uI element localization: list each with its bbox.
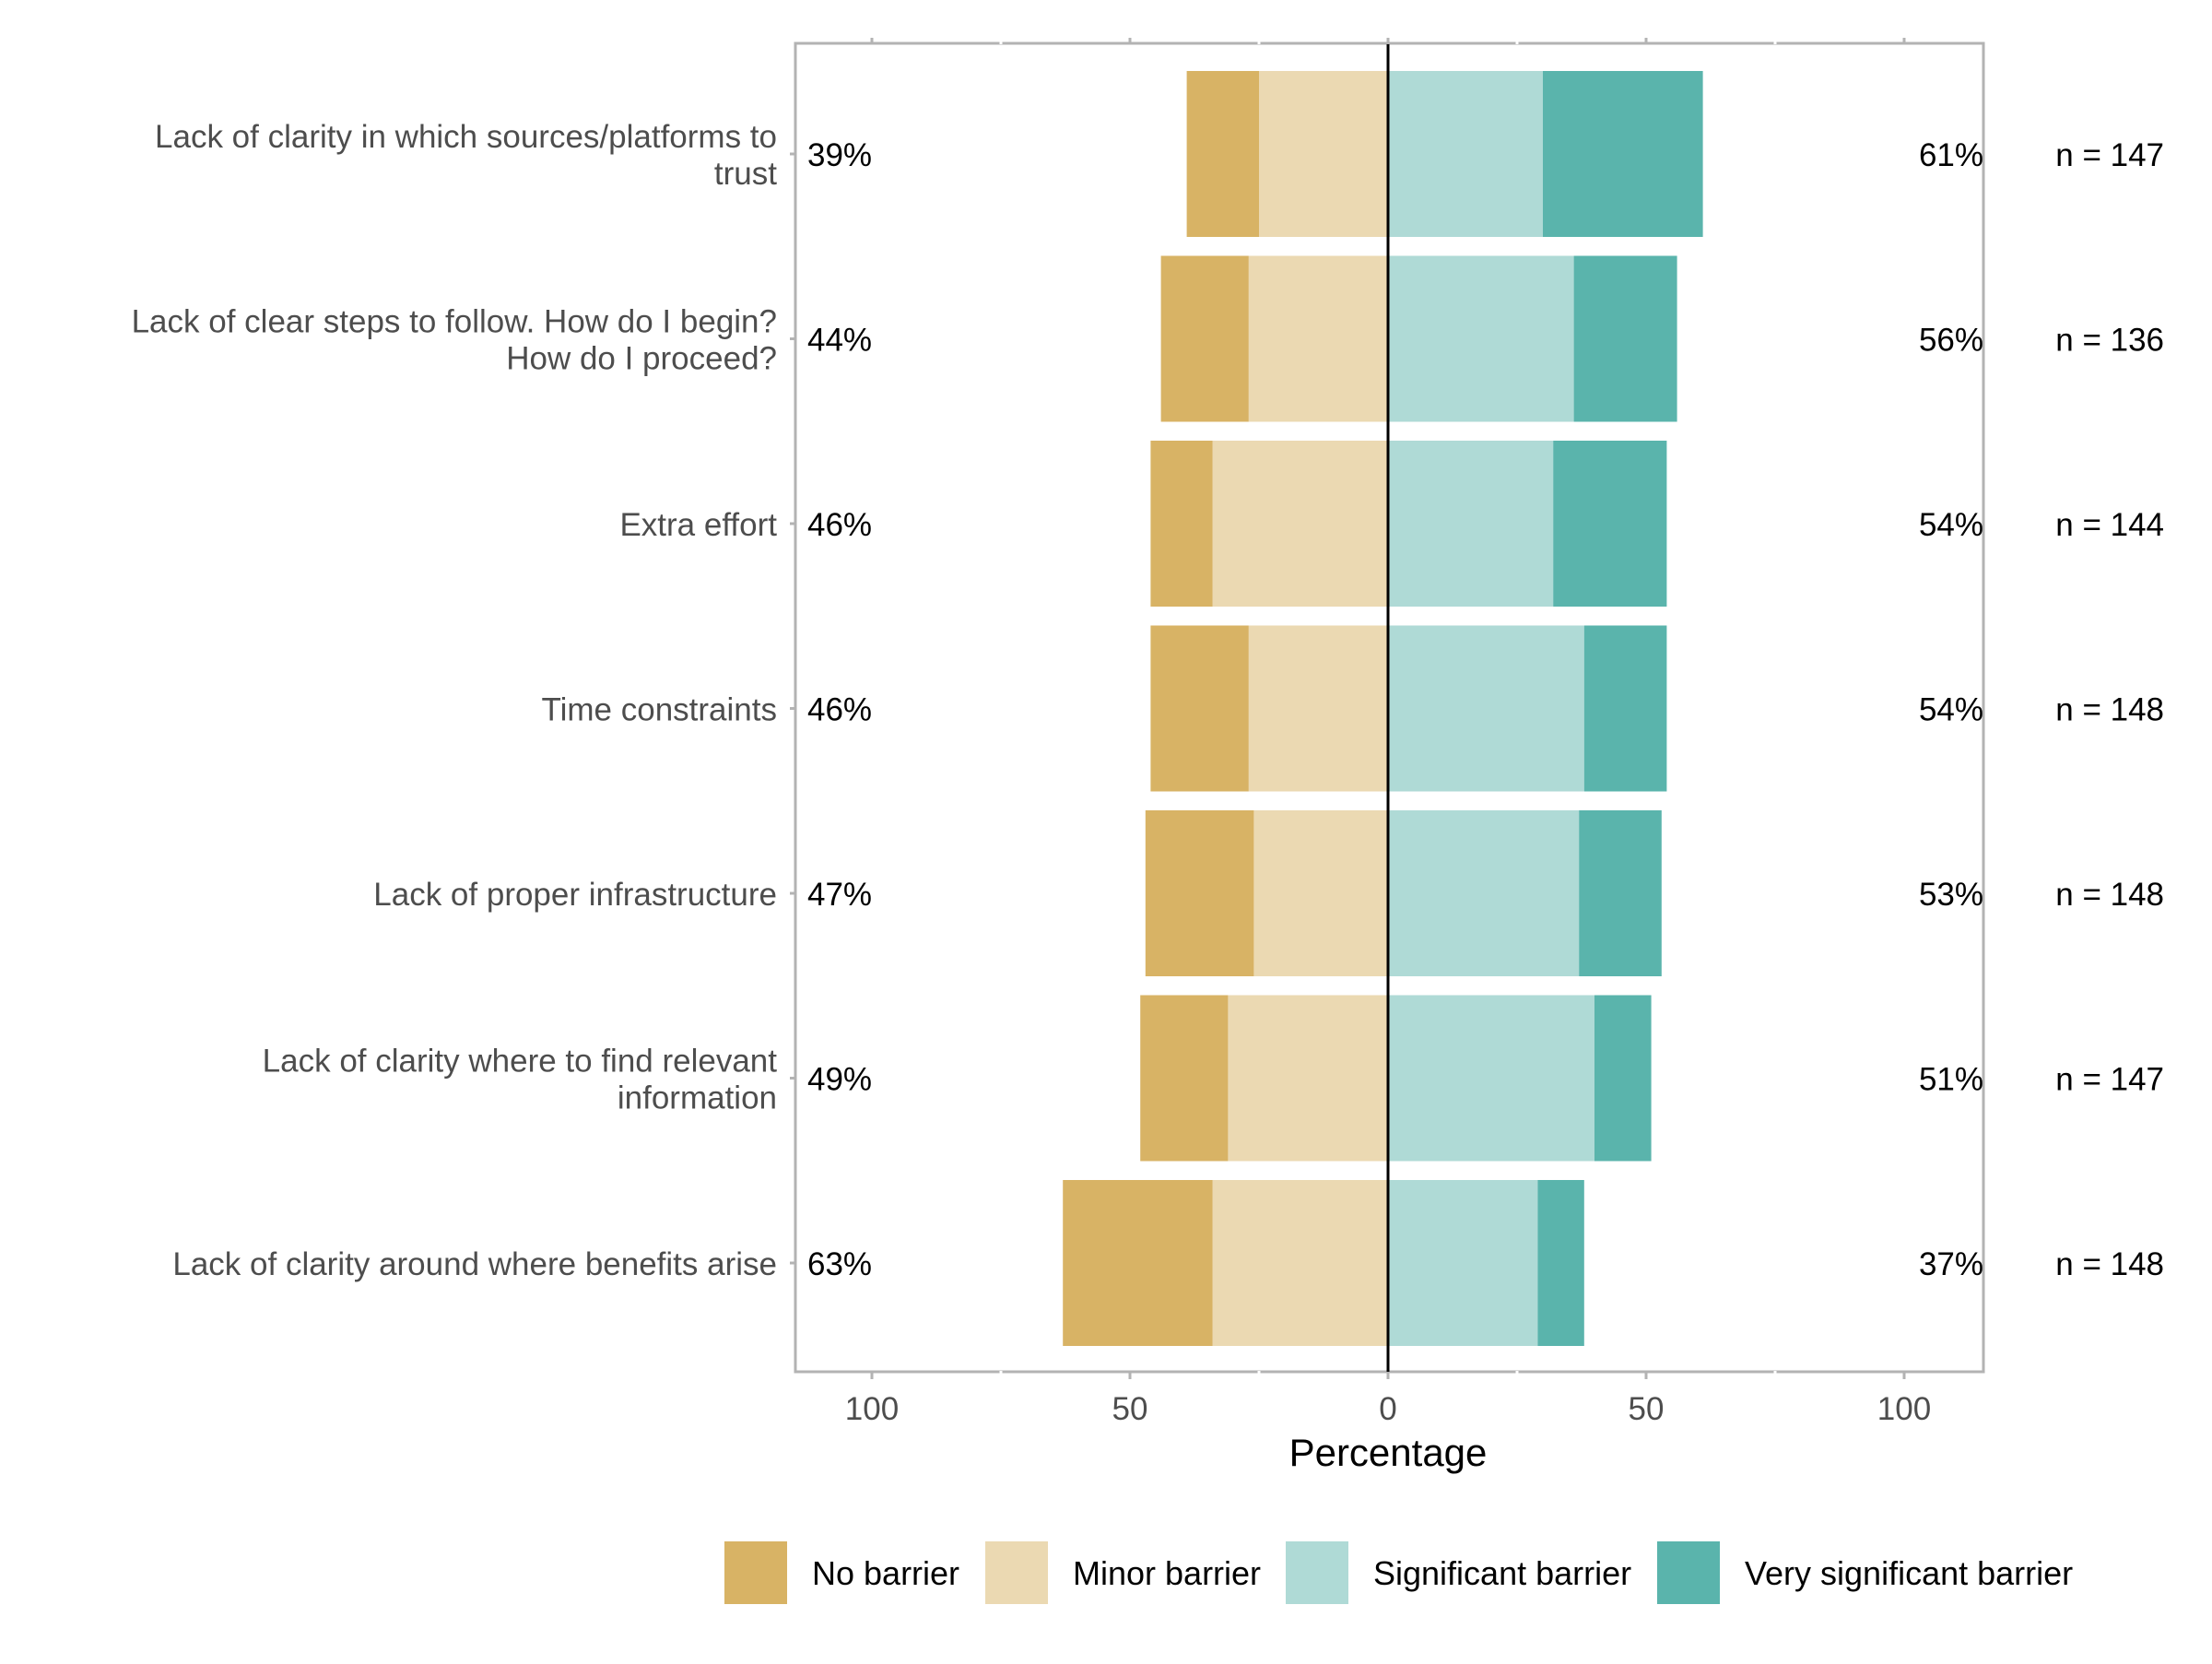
bar-segment-very-significant-barrier <box>1579 810 1662 976</box>
x-tick-label: 0 <box>1379 1391 1396 1427</box>
right-total-label: 37% <box>1919 1246 1983 1282</box>
legend-swatch-very-significant-barrier <box>1657 1541 1720 1604</box>
right-total-label: 54% <box>1919 507 1983 543</box>
x-tick-label: 100 <box>1877 1391 1931 1427</box>
legend-label: Very significant barrier <box>1745 1554 2073 1592</box>
right-total-label: 54% <box>1919 692 1983 728</box>
n-label: n = 147 <box>2055 1062 2164 1098</box>
n-label: n = 148 <box>2055 877 2164 913</box>
bar-segment-very-significant-barrier <box>1537 1180 1584 1346</box>
bar-segment-significant-barrier <box>1388 995 1594 1162</box>
legend-label: Minor barrier <box>1073 1554 1261 1592</box>
bar-segment-minor-barrier <box>1253 810 1388 976</box>
labels-layer: Lack of clarity in which sources/platfor… <box>132 119 2164 1282</box>
category-label: Time constraints <box>542 692 777 728</box>
right-total-label: 61% <box>1919 137 1983 173</box>
bar-segment-very-significant-barrier <box>1553 441 1667 607</box>
legend-label: Significant barrier <box>1373 1554 1631 1592</box>
left-total-label: 39% <box>807 137 872 173</box>
bar-segment-no-barrier <box>1063 1180 1213 1346</box>
category-label: Lack of clarity around where benefits ar… <box>172 1246 777 1282</box>
bar-segment-very-significant-barrier <box>1543 71 1703 237</box>
bar-segment-minor-barrier <box>1248 625 1388 792</box>
left-total-label: 63% <box>807 1246 872 1282</box>
n-label: n = 148 <box>2055 692 2164 728</box>
bar-segment-no-barrier <box>1150 625 1249 792</box>
category-label: Lack of clarity in which sources/platfor… <box>155 119 777 192</box>
category-label: Lack of clarity where to find relevant in… <box>263 1044 778 1116</box>
legend-label: No barrier <box>812 1554 959 1592</box>
category-label: Lack of proper infrastructure <box>373 877 777 913</box>
bar-segment-significant-barrier <box>1388 255 1574 422</box>
legend: No barrier Minor barrier Significant barri… <box>724 1541 2073 1604</box>
x-axis-title: Percentage <box>1289 1431 1488 1474</box>
bar-segment-no-barrier <box>1145 810 1254 976</box>
left-total-label: 46% <box>807 507 872 543</box>
left-total-label: 46% <box>807 692 872 728</box>
bar-segment-minor-barrier <box>1228 995 1388 1162</box>
bar-segment-no-barrier <box>1150 441 1213 607</box>
legend-swatch-minor-barrier <box>985 1541 1048 1604</box>
bar-segment-minor-barrier <box>1248 255 1388 422</box>
legend-swatch-significant-barrier <box>1286 1541 1348 1604</box>
left-total-label: 47% <box>807 877 872 913</box>
x-axis: 100 50 0 50 100 <box>790 38 1931 1427</box>
x-tick-label: 100 <box>845 1391 899 1427</box>
bar-segment-significant-barrier <box>1388 1180 1538 1346</box>
n-label: n = 148 <box>2055 1246 2164 1282</box>
bar-segment-significant-barrier <box>1388 810 1580 976</box>
bar-segment-minor-barrier <box>1212 441 1388 607</box>
n-label: n = 136 <box>2055 323 2164 359</box>
bar-segment-no-barrier <box>1140 995 1229 1162</box>
bar-segment-significant-barrier <box>1388 441 1554 607</box>
bar-segment-significant-barrier <box>1388 625 1584 792</box>
left-total-label: 49% <box>807 1062 872 1098</box>
bars-layer <box>1063 71 1703 1346</box>
left-total-label: 44% <box>807 323 872 359</box>
right-total-label: 53% <box>1919 877 1983 913</box>
bar-segment-significant-barrier <box>1388 71 1543 237</box>
bar-segment-minor-barrier <box>1259 71 1388 237</box>
n-label: n = 147 <box>2055 137 2164 173</box>
bar-segment-very-significant-barrier <box>1583 625 1667 792</box>
bar-segment-minor-barrier <box>1212 1180 1388 1346</box>
category-label: Lack of clear steps to follow. How do I … <box>132 304 777 377</box>
right-total-label: 56% <box>1919 323 1983 359</box>
n-label: n = 144 <box>2055 507 2164 543</box>
legend-swatch-no-barrier <box>724 1541 787 1604</box>
bar-segment-no-barrier <box>1160 255 1249 422</box>
bar-segment-very-significant-barrier <box>1594 995 1652 1162</box>
x-tick-label: 50 <box>1629 1391 1665 1427</box>
bar-segment-very-significant-barrier <box>1573 255 1677 422</box>
category-label: Extra effort <box>619 507 777 543</box>
right-total-label: 51% <box>1919 1062 1983 1098</box>
bar-segment-no-barrier <box>1186 71 1259 237</box>
x-tick-label: 50 <box>1112 1391 1148 1427</box>
